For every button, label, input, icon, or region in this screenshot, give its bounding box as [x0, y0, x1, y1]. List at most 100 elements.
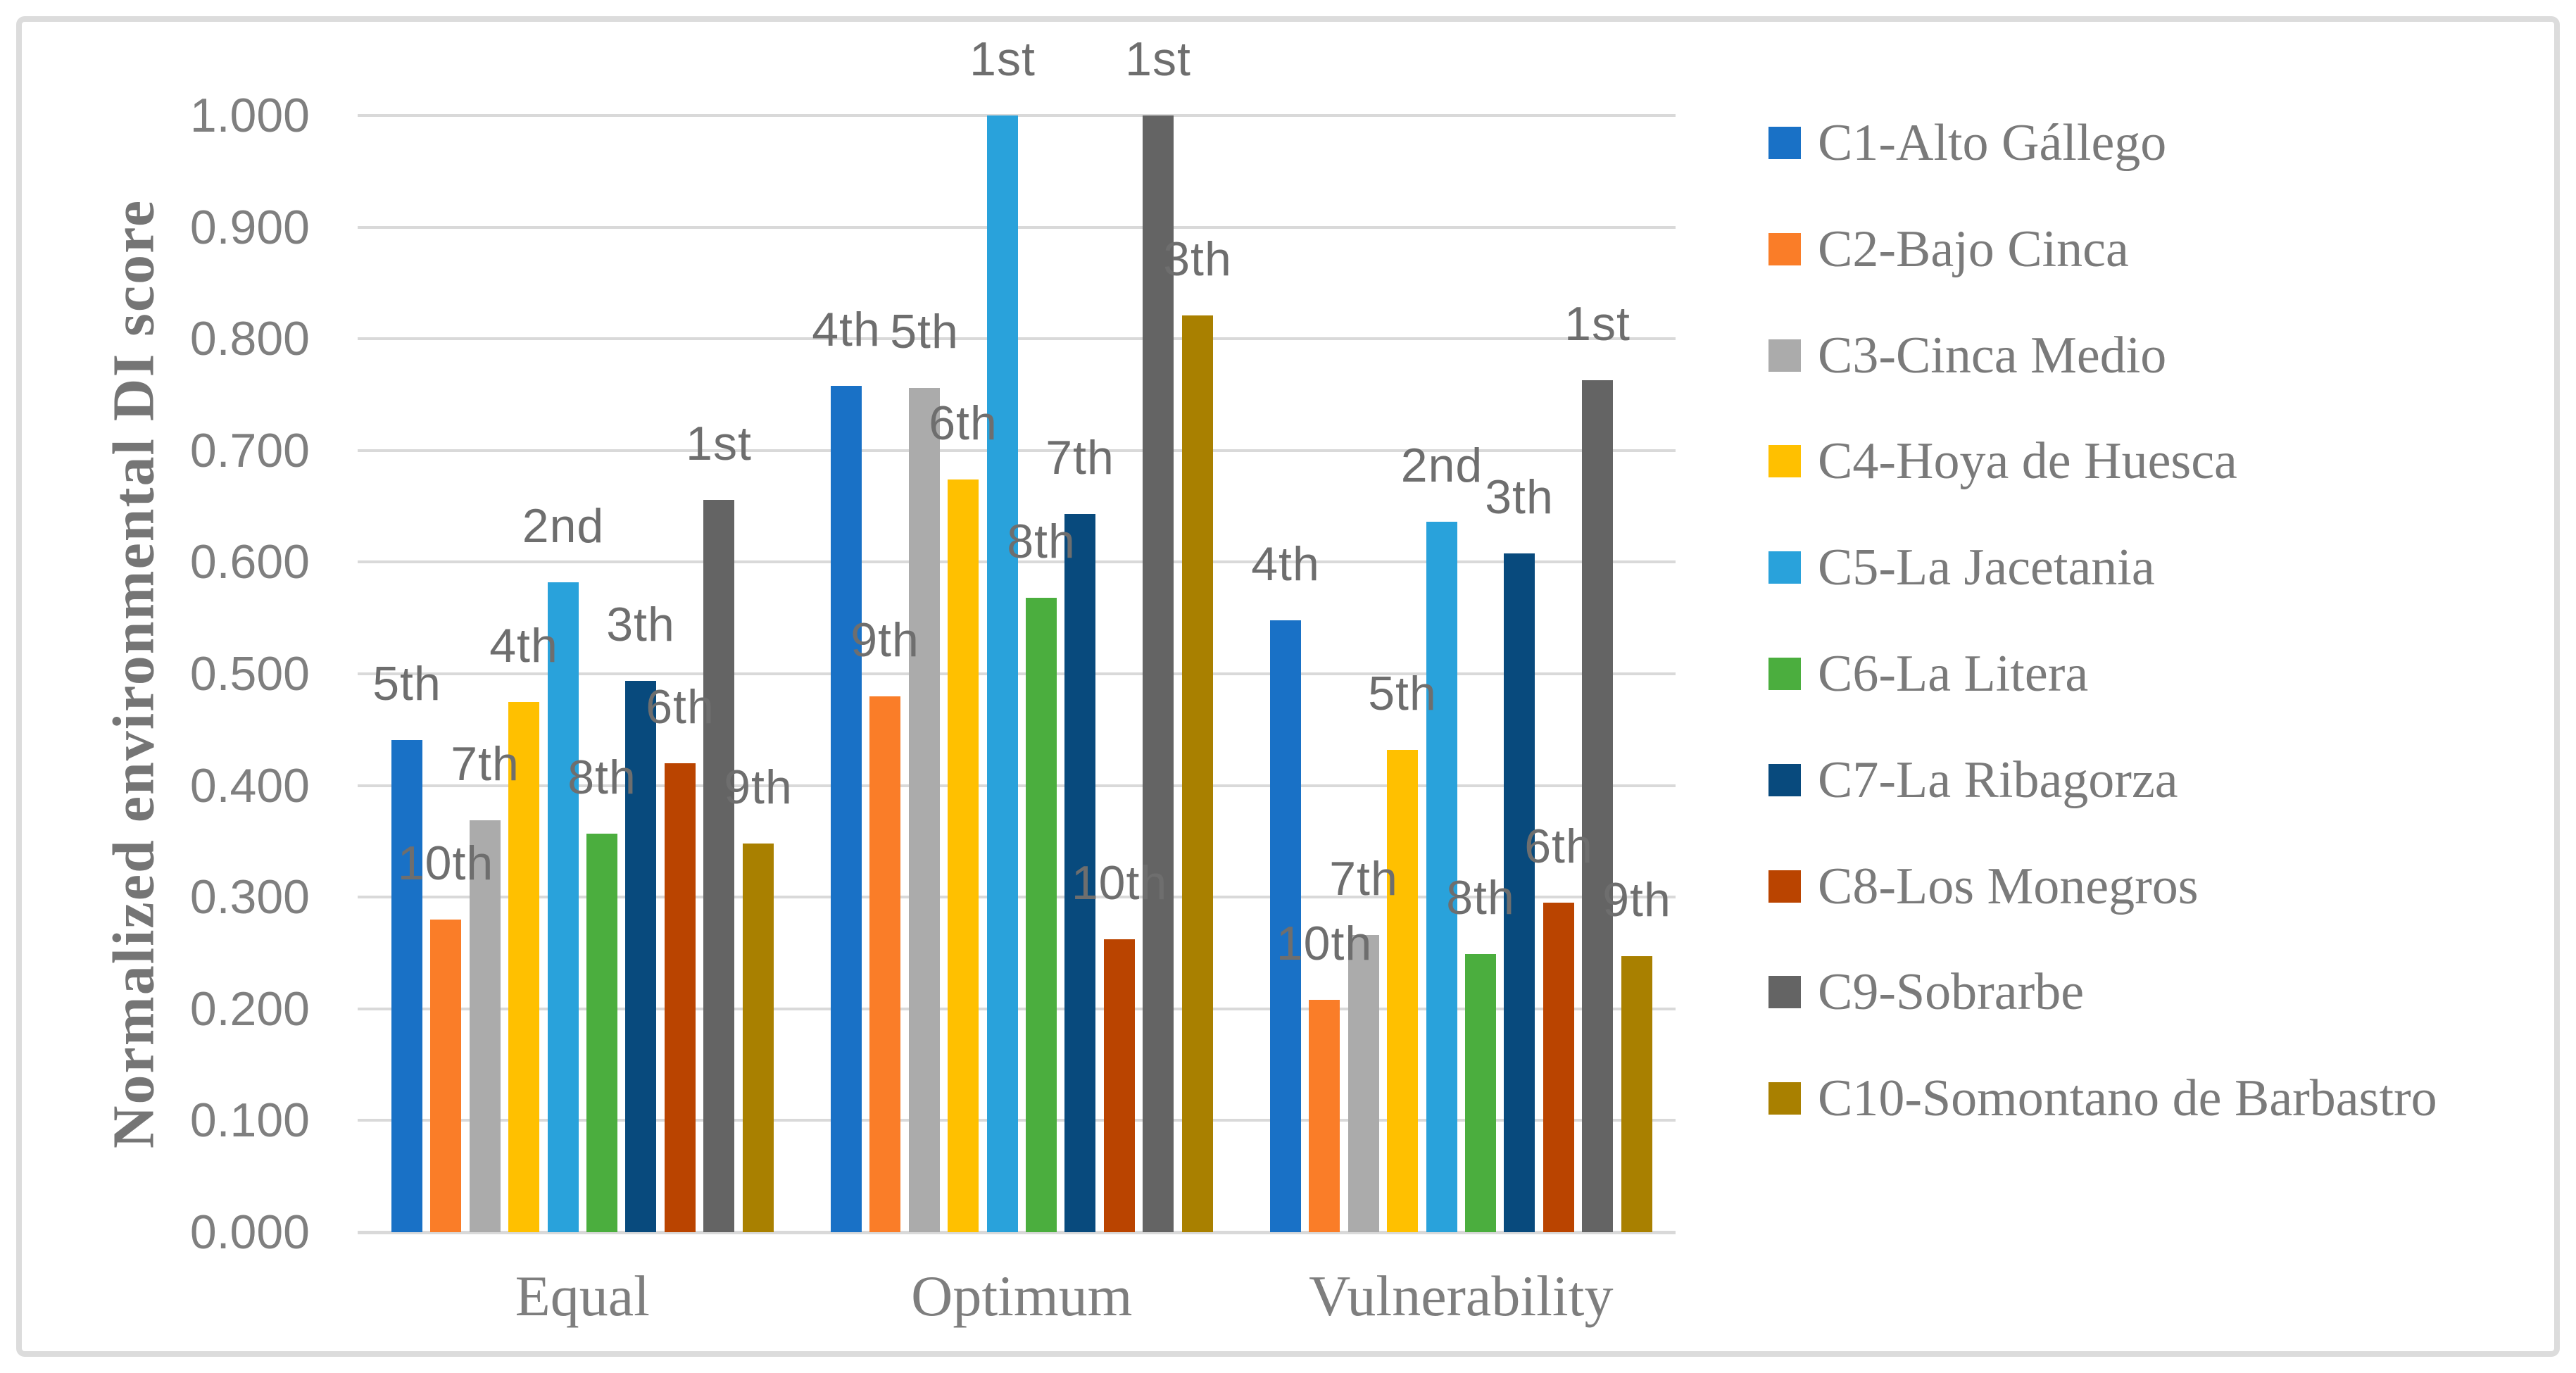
- bar-equal-c7: [625, 681, 656, 1232]
- legend-label: C1-Alto Gállego: [1818, 114, 2167, 172]
- legend-label: C6-La Litera: [1818, 645, 2089, 703]
- legend-swatch-icon: [1768, 763, 1801, 796]
- bar-vulnerability-c5: [1426, 522, 1457, 1232]
- legend-label: C5-La Jacetania: [1818, 539, 2155, 597]
- bar-rank-label: 10th: [397, 836, 494, 890]
- bar-equal-c3: [470, 820, 501, 1232]
- category-label-equal: Equal: [515, 1264, 650, 1328]
- y-tick-label: 0.900: [189, 200, 310, 254]
- bar-optimum-c9: [1143, 115, 1174, 1232]
- bar-equal-c4: [508, 702, 539, 1232]
- bar-rank-label: 5th: [890, 305, 959, 358]
- y-axis-title-text: Normalized environmental DI score: [101, 199, 167, 1149]
- bar-vulnerability-c7: [1504, 553, 1535, 1232]
- y-tick-label: 1.000: [189, 89, 310, 142]
- legend: C1-Alto Gállego C2-Bajo Cinca C3-Cinca Med…: [1768, 0, 2543, 1373]
- bar-equal-c10: [743, 844, 774, 1232]
- legend-swatch-icon: [1768, 551, 1801, 584]
- bar-equal-c5: [548, 582, 579, 1232]
- bar-vulnerability-c3: [1348, 935, 1379, 1232]
- bar-rank-label: 1st: [1564, 297, 1631, 351]
- legend-item-c10: C10-Somontano de Barbastro: [1768, 1060, 2437, 1137]
- bar-optimum-c5: [987, 115, 1018, 1232]
- y-tick-label: 0.200: [189, 982, 310, 1036]
- bar-optimum-c7: [1064, 514, 1095, 1232]
- bar-vulnerability-c6: [1465, 954, 1496, 1232]
- legend-label: C8-Los Monegros: [1818, 857, 2199, 915]
- gridline: [358, 1231, 1676, 1234]
- legend-label: C10-Somontano de Barbastro: [1818, 1070, 2437, 1128]
- bar-rank-label: 4th: [1251, 537, 1320, 591]
- bar-rank-label: 3th: [606, 598, 675, 651]
- legend-swatch-icon: [1768, 232, 1801, 265]
- bar-rank-label: 9th: [1602, 873, 1671, 927]
- bar-rank-label: 4th: [489, 619, 558, 672]
- y-tick-label: 0.700: [189, 423, 310, 477]
- bar-vulnerability-c4: [1387, 750, 1418, 1232]
- legend-swatch-icon: [1768, 1082, 1801, 1115]
- bar-optimum-c6: [1026, 598, 1057, 1232]
- category-label-optimum: Optimum: [911, 1264, 1133, 1328]
- bar-vulnerability-c2: [1309, 1000, 1340, 1232]
- y-tick-label: 0.100: [189, 1093, 310, 1148]
- bar-vulnerability-c1: [1270, 620, 1301, 1232]
- legend-item-c7: C7-La Ribagorza: [1768, 741, 2178, 819]
- bar-rank-label: 3th: [1163, 232, 1232, 286]
- bar-optimum-c4: [948, 479, 979, 1232]
- legend-item-c8: C8-Los Monegros: [1768, 848, 2199, 925]
- legend-item-c6: C6-La Litera: [1768, 635, 2088, 713]
- bar-rank-label: 7th: [451, 737, 520, 791]
- bar-rank-label: 10th: [1071, 856, 1168, 910]
- legend-item-c5: C5-La Jacetania: [1768, 529, 2155, 606]
- bar-optimum-c10: [1182, 315, 1213, 1232]
- bar-optimum-c2: [869, 696, 900, 1232]
- bar-rank-label: 8th: [567, 751, 636, 804]
- bar-vulnerability-c10: [1621, 956, 1652, 1232]
- bar-equal-c1: [391, 740, 422, 1232]
- bar-rank-label: 1st: [686, 417, 752, 470]
- legend-label: C4-Hoya de Huesca: [1818, 432, 2237, 491]
- bar-rank-label: 4th: [812, 303, 881, 356]
- y-tick-label: 0.000: [189, 1205, 310, 1259]
- bar-vulnerability-c9: [1582, 380, 1613, 1232]
- bar-rank-label: 2nd: [522, 499, 605, 553]
- bar-equal-c8: [665, 763, 696, 1232]
- bar-rank-label: 5th: [372, 657, 441, 710]
- legend-swatch-icon: [1768, 339, 1801, 372]
- bar-rank-label: 2nd: [1400, 439, 1483, 492]
- bar-rank-label: 1st: [1125, 32, 1191, 86]
- bar-rank-label: 10th: [1276, 917, 1373, 970]
- y-tick-label: 0.800: [189, 312, 310, 366]
- bar-rank-label: 7th: [1329, 852, 1398, 905]
- bar-rank-label: 8th: [1007, 515, 1076, 568]
- y-tick-label: 0.300: [189, 870, 310, 924]
- bar-rank-label: 6th: [646, 680, 715, 734]
- y-tick-label: 0.400: [189, 758, 310, 813]
- bar-rank-label: 5th: [1368, 667, 1437, 720]
- bar-vulnerability-c8: [1543, 903, 1574, 1232]
- legend-swatch-icon: [1768, 976, 1801, 1009]
- legend-swatch-icon: [1768, 658, 1801, 690]
- legend-item-c3: C3-Cinca Medio: [1768, 317, 2166, 394]
- bar-equal-c9: [703, 500, 734, 1232]
- bar-rank-label: 3th: [1485, 470, 1554, 524]
- legend-swatch-icon: [1768, 870, 1801, 903]
- bar-rank-label: 9th: [724, 760, 793, 814]
- bar-rank-label: 8th: [1446, 871, 1515, 924]
- bar-rank-label: 7th: [1045, 431, 1114, 484]
- bar-optimum-c8: [1104, 939, 1135, 1232]
- bar-rank-label: 6th: [1524, 820, 1593, 873]
- legend-label: C9-Sobrarbe: [1818, 963, 2085, 1022]
- bar-rank-label: 1st: [969, 32, 1036, 86]
- legend-item-c4: C4-Hoya de Huesca: [1768, 422, 2237, 500]
- legend-swatch-icon: [1768, 127, 1801, 159]
- category-label-vulnerability: Vulnerability: [1309, 1264, 1614, 1328]
- bar-optimum-c3: [909, 388, 940, 1232]
- legend-label: C2-Bajo Cinca: [1818, 220, 2129, 278]
- legend-swatch-icon: [1768, 445, 1801, 478]
- legend-item-c2: C2-Bajo Cinca: [1768, 211, 2129, 288]
- bar-optimum-c1: [831, 386, 862, 1232]
- legend-label: C3-Cinca Medio: [1818, 326, 2167, 384]
- bar-rank-label: 6th: [929, 396, 998, 450]
